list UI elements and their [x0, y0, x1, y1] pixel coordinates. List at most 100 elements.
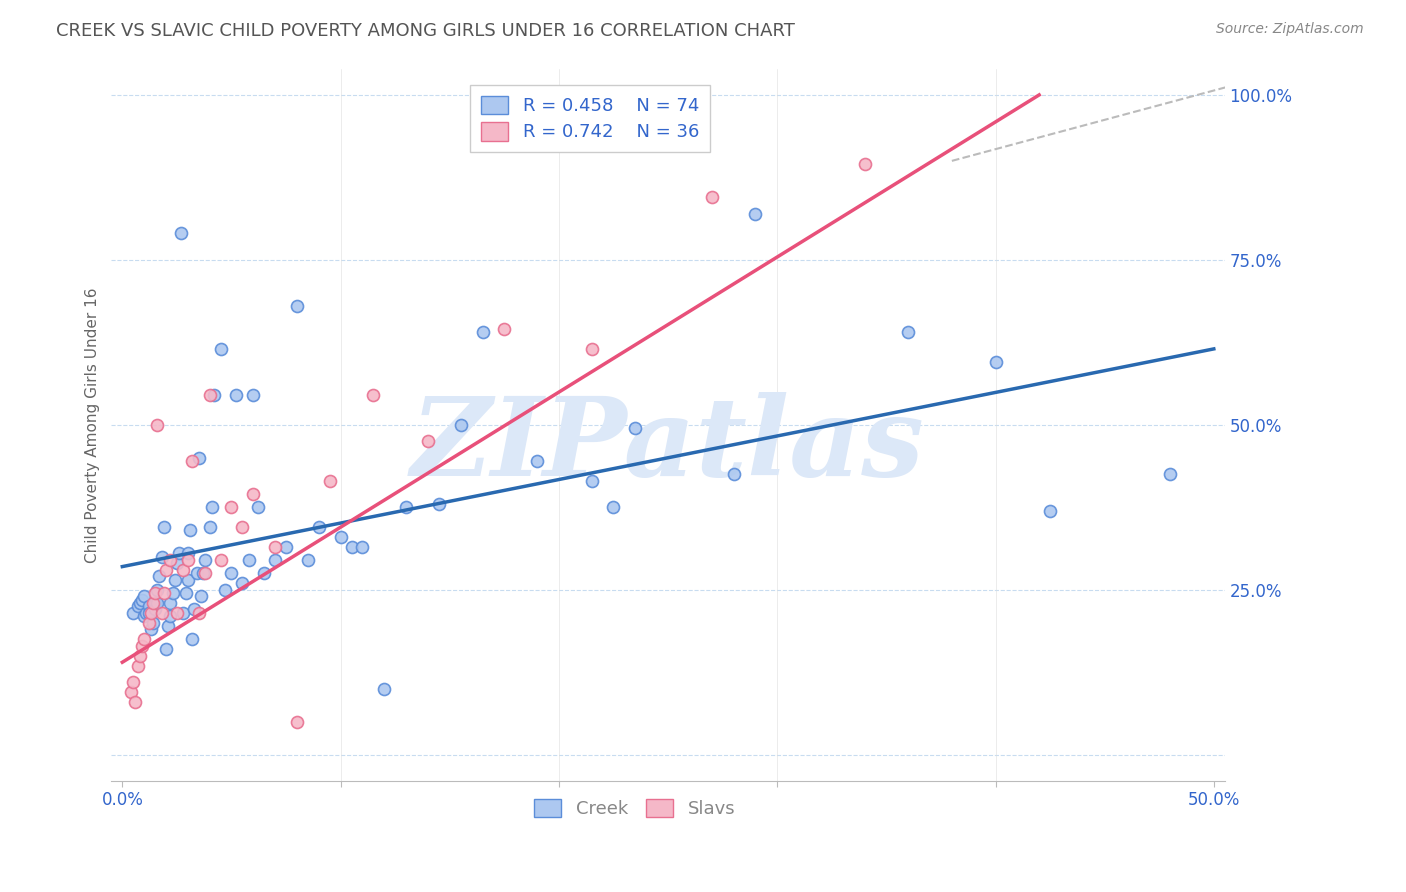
Point	[242, 487, 264, 501]
Point	[153, 520, 176, 534]
Point	[221, 500, 243, 515]
Point	[581, 474, 603, 488]
Point	[138, 615, 160, 630]
Point	[186, 566, 208, 581]
Point	[120, 685, 142, 699]
Point	[744, 207, 766, 221]
Point	[157, 619, 180, 633]
Point	[135, 606, 157, 620]
Point	[221, 566, 243, 581]
Point	[166, 606, 188, 620]
Text: ZIPatlas: ZIPatlas	[411, 392, 925, 500]
Point	[170, 227, 193, 241]
Point	[700, 190, 723, 204]
Point	[181, 632, 204, 647]
Text: Source: ZipAtlas.com: Source: ZipAtlas.com	[1216, 22, 1364, 37]
Point	[602, 500, 624, 515]
Point	[122, 606, 145, 620]
Point	[124, 695, 146, 709]
Point	[225, 388, 247, 402]
Point	[1039, 503, 1062, 517]
Point	[139, 606, 162, 620]
Point	[159, 609, 181, 624]
Point	[143, 586, 166, 600]
Point	[581, 342, 603, 356]
Point	[352, 540, 374, 554]
Point	[183, 602, 205, 616]
Point	[253, 566, 276, 581]
Point	[134, 632, 156, 647]
Point	[159, 553, 181, 567]
Point	[198, 388, 221, 402]
Point	[127, 658, 149, 673]
Point	[138, 606, 160, 620]
Point	[202, 388, 225, 402]
Point	[274, 540, 297, 554]
Point	[148, 569, 170, 583]
Point	[984, 355, 1007, 369]
Point	[246, 500, 269, 515]
Point	[264, 553, 287, 567]
Point	[308, 520, 330, 534]
Point	[329, 530, 352, 544]
Point	[471, 326, 494, 340]
Y-axis label: Child Poverty Among Girls Under 16: Child Poverty Among Girls Under 16	[86, 287, 100, 563]
Point	[134, 609, 156, 624]
Point	[853, 157, 876, 171]
Point	[897, 326, 920, 340]
Point	[187, 606, 209, 620]
Point	[138, 599, 160, 614]
Point	[194, 553, 217, 567]
Point	[166, 556, 188, 570]
Point	[416, 434, 439, 449]
Point	[174, 586, 197, 600]
Point	[155, 563, 177, 577]
Point	[363, 388, 385, 402]
Point	[143, 596, 166, 610]
Point	[214, 582, 236, 597]
Point	[146, 596, 169, 610]
Point	[198, 520, 221, 534]
Text: CREEK VS SLAVIC CHILD POVERTY AMONG GIRLS UNDER 16 CORRELATION CHART: CREEK VS SLAVIC CHILD POVERTY AMONG GIRL…	[56, 22, 796, 40]
Point	[285, 299, 308, 313]
Point	[494, 322, 516, 336]
Point	[122, 675, 145, 690]
Point	[146, 582, 169, 597]
Point	[1159, 467, 1181, 482]
Legend: Creek, Slavs: Creek, Slavs	[527, 791, 742, 825]
Point	[177, 553, 200, 567]
Point	[128, 596, 150, 610]
Point	[162, 586, 184, 600]
Point	[159, 596, 181, 610]
Point	[231, 520, 253, 534]
Point	[142, 596, 165, 610]
Point	[264, 540, 287, 554]
Point	[146, 417, 169, 432]
Point	[153, 586, 176, 600]
Point	[128, 648, 150, 663]
Point	[318, 474, 340, 488]
Point	[181, 454, 204, 468]
Point	[526, 454, 548, 468]
Point	[179, 524, 201, 538]
Point	[167, 546, 190, 560]
Point	[723, 467, 745, 482]
Point	[187, 450, 209, 465]
Point	[177, 546, 200, 560]
Point	[450, 417, 472, 432]
Point	[139, 622, 162, 636]
Point	[150, 549, 173, 564]
Point	[624, 421, 647, 435]
Point	[177, 573, 200, 587]
Point	[373, 681, 395, 696]
Point	[172, 563, 194, 577]
Point	[143, 602, 166, 616]
Point	[142, 615, 165, 630]
Point	[131, 639, 153, 653]
Point	[427, 497, 450, 511]
Point	[209, 342, 232, 356]
Point	[340, 540, 363, 554]
Point	[163, 573, 186, 587]
Point	[238, 553, 260, 567]
Point	[201, 500, 224, 515]
